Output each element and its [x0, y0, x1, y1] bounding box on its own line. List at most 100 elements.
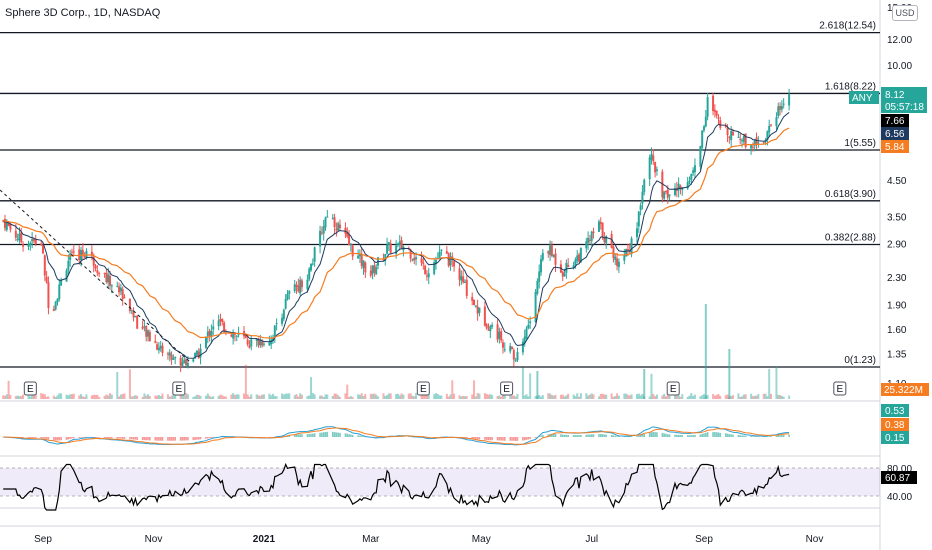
macd-histogram-bar [143, 437, 146, 441]
volume-bar [344, 393, 347, 399]
macd-histogram-bar [364, 436, 367, 438]
volume-bar [244, 364, 247, 399]
macd-histogram-bar [663, 433, 665, 437]
candle-body [753, 139, 756, 146]
volume-bar [460, 396, 463, 399]
candle-body [246, 339, 249, 345]
macd-histogram-bar [121, 437, 124, 439]
candle-body [45, 276, 48, 283]
candle-body [14, 230, 17, 238]
macd-histogram-bar [782, 434, 785, 437]
volume-bar [728, 349, 731, 399]
candle-body [275, 323, 278, 325]
candle-body [588, 239, 591, 241]
volume-bar [755, 395, 758, 399]
candle-body [371, 265, 374, 274]
volume-bar [5, 394, 8, 399]
macd-histogram-bar [400, 436, 403, 437]
macd-histogram-bar [523, 437, 526, 441]
candle-body [40, 243, 43, 246]
ma-price-label: 6.56 [885, 129, 905, 140]
macd-histogram-bar [525, 437, 528, 440]
macd-histogram-bar [730, 434, 732, 437]
candle-body [692, 170, 695, 174]
volume-bar [407, 393, 410, 399]
candle-body [719, 120, 722, 128]
macd-histogram-bar [630, 436, 633, 437]
volume-bar [364, 393, 367, 399]
macd-histogram-bar [705, 432, 707, 437]
macd-histogram-bar [612, 435, 615, 437]
candle-body [244, 334, 247, 338]
volume-bar [415, 393, 418, 399]
candle-body [286, 294, 289, 300]
candle-body [547, 251, 550, 254]
candle-body [27, 244, 30, 247]
candle-body [310, 263, 313, 271]
volume-bar [221, 395, 224, 399]
time-tick-label: Nov [145, 534, 163, 545]
candle-body [652, 155, 655, 162]
macd-histogram-bar [688, 435, 691, 437]
candle-body [512, 350, 515, 360]
macd-histogram-bar [762, 436, 765, 438]
candle-body [699, 146, 702, 167]
candle-body [373, 265, 376, 273]
macd-histogram-bar [147, 437, 149, 441]
macd-histogram-bar [34, 437, 37, 439]
candle-body [56, 298, 59, 303]
volume-bar [550, 394, 553, 399]
macd-histogram-bar [326, 431, 329, 437]
macd-histogram-bar [80, 437, 82, 438]
candle-body [395, 245, 398, 254]
macd-histogram-bar [263, 437, 265, 438]
candle-body [704, 116, 707, 127]
macd-histogram-bar [45, 437, 48, 440]
macd-histogram-bar [158, 437, 160, 441]
macd-histogram-bar [299, 434, 301, 437]
macd-histogram-bar [473, 437, 475, 439]
volume-bar [630, 394, 633, 399]
volume-bar [47, 396, 50, 399]
candle-body [561, 271, 564, 277]
candle-body [422, 262, 425, 265]
volume-bar [511, 395, 514, 399]
currency-button[interactable]: USD [892, 5, 918, 21]
volume-bar [358, 394, 361, 399]
macd-histogram-bar [527, 437, 530, 440]
fib-label: 0.618(3.90) [825, 189, 876, 200]
volume-bar [474, 396, 477, 399]
candle-body [654, 162, 657, 173]
macd-histogram-bar [478, 437, 481, 440]
macd-histogram-bar [71, 437, 73, 439]
volume-bar [246, 394, 249, 399]
macd-histogram-bar [717, 432, 720, 437]
candle-body [348, 234, 351, 246]
candle-body [498, 331, 501, 339]
volume-bar [311, 393, 314, 399]
volume-bar [590, 393, 593, 399]
candle-body [235, 335, 238, 337]
ma-price-label: 7.66 [885, 116, 905, 127]
volume-bar [313, 394, 316, 399]
volume-bar [96, 394, 99, 399]
macd-histogram-bar [565, 434, 568, 437]
candle-body [713, 109, 716, 112]
volume-bar [741, 396, 744, 399]
volume-bar [233, 394, 236, 399]
volume-bar [681, 394, 684, 399]
volume-bar [420, 393, 423, 399]
macd-histogram-bar [301, 434, 303, 437]
macd-histogram-bar [465, 437, 468, 439]
earnings-marker-label: E [27, 384, 34, 395]
candle-body [31, 238, 34, 242]
candle-body [273, 325, 276, 338]
macd-histogram-bar [701, 433, 703, 437]
volume-bar [766, 396, 769, 399]
candle-body [119, 287, 122, 292]
candle-body [501, 342, 504, 348]
volume-bar [78, 395, 81, 399]
candle-body [197, 351, 200, 359]
